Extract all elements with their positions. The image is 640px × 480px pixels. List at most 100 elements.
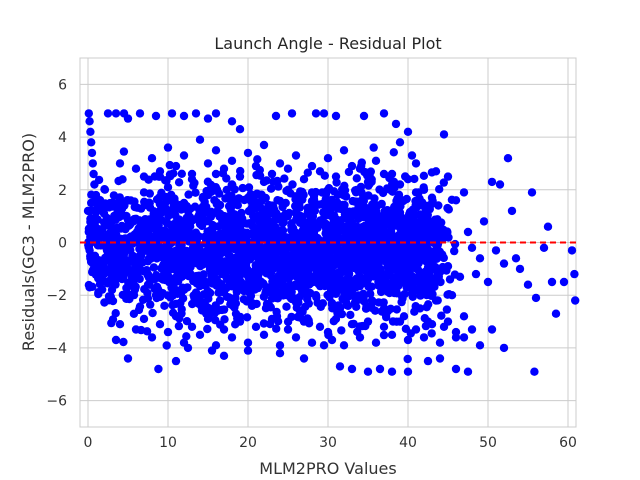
scatter-point: [203, 324, 212, 334]
y-tick-label: −2: [46, 288, 67, 304]
scatter-point: [265, 319, 275, 329]
scatter-point: [389, 148, 398, 157]
scatter-point: [148, 308, 157, 318]
scatter-point: [232, 287, 241, 296]
scatter-point: [388, 281, 397, 290]
scatter-point: [282, 186, 291, 196]
scatter-point: [409, 221, 418, 230]
scatter-point: [167, 109, 177, 118]
scatter-point: [379, 322, 389, 331]
scatter-point: [307, 161, 317, 171]
x-tick-label: 0: [84, 435, 93, 451]
scatter-point: [304, 316, 313, 325]
scatter-point: [146, 300, 155, 309]
scatter-point: [155, 320, 165, 329]
scatter-point: [250, 285, 260, 294]
scatter-point: [273, 196, 282, 205]
scatter-point: [239, 286, 249, 296]
scatter-point: [203, 177, 213, 186]
scatter-point: [434, 201, 443, 210]
scatter-point: [170, 206, 179, 215]
scatter-point: [168, 308, 178, 317]
scatter-point: [403, 127, 413, 136]
scatter-point: [88, 159, 98, 168]
scatter-point: [163, 183, 173, 192]
scatter-point: [259, 228, 268, 237]
scatter-point: [177, 201, 186, 210]
scatter-point: [410, 307, 419, 316]
scatter-point: [442, 305, 452, 314]
scatter-point: [122, 266, 132, 276]
scatter-point: [204, 278, 213, 288]
scatter-point: [149, 263, 159, 272]
scatter-point: [111, 248, 120, 258]
scatter-point: [467, 243, 477, 252]
scatter-point: [362, 227, 371, 236]
scatter-point: [172, 272, 181, 282]
scatter-point: [90, 197, 99, 207]
scatter-point: [227, 117, 237, 126]
scatter-point: [507, 206, 517, 216]
scatter-point: [339, 146, 349, 155]
scatter-point: [111, 280, 120, 289]
scatter-point: [338, 200, 347, 210]
scatter-point: [214, 281, 224, 291]
scatter-point: [246, 190, 255, 199]
scatter-point: [391, 218, 401, 228]
scatter-point: [275, 159, 285, 168]
scatter-point: [295, 293, 304, 302]
scatter-point: [239, 295, 248, 304]
scatter-point: [155, 192, 164, 202]
scatter-point: [347, 364, 357, 374]
y-tick-label: −4: [46, 341, 67, 357]
scatter-point: [283, 212, 292, 221]
scatter-point: [495, 180, 505, 189]
scatter-point: [425, 267, 434, 276]
scatter-point: [379, 109, 389, 118]
scatter-point: [354, 292, 363, 302]
scatter-point: [327, 300, 337, 309]
scatter-point: [408, 213, 417, 222]
scatter-point: [120, 200, 129, 210]
scatter-point: [88, 227, 97, 237]
scatter-point: [171, 161, 181, 171]
scatter-point: [103, 109, 113, 118]
scatter-point: [262, 244, 271, 253]
scatter-point: [298, 195, 307, 204]
scatter-point: [172, 299, 181, 308]
scatter-point: [158, 289, 167, 298]
scatter-point: [272, 324, 281, 333]
scatter-point: [414, 273, 423, 282]
scatter-point: [395, 263, 404, 272]
scatter-point: [261, 193, 270, 203]
scatter-point: [263, 283, 272, 292]
scatter-point: [154, 235, 163, 244]
scatter-point: [483, 277, 493, 287]
scatter-point: [329, 261, 338, 271]
scatter-point: [259, 140, 269, 150]
scatter-point: [216, 320, 225, 329]
scatter-point: [224, 293, 234, 302]
scatter-point: [242, 313, 252, 322]
scatter-point: [131, 164, 141, 173]
scatter-point: [221, 194, 230, 203]
scatter-point: [178, 218, 188, 227]
scatter-point: [375, 277, 384, 286]
scatter-point: [143, 288, 152, 298]
scatter-point: [305, 272, 314, 281]
scatter-point: [413, 265, 423, 274]
scatter-point: [287, 253, 296, 262]
scatter-point: [323, 154, 333, 163]
scatter-point: [323, 290, 332, 300]
scatter-point: [337, 326, 346, 335]
scatter-point: [85, 283, 94, 292]
scatter-point: [227, 333, 237, 342]
scatter-point: [354, 209, 364, 218]
scatter-point: [145, 249, 155, 258]
scatter-point: [255, 171, 265, 180]
scatter-point: [378, 188, 388, 198]
scatter-point: [322, 186, 332, 196]
scatter-point: [412, 255, 421, 264]
scatter-point: [559, 277, 569, 287]
